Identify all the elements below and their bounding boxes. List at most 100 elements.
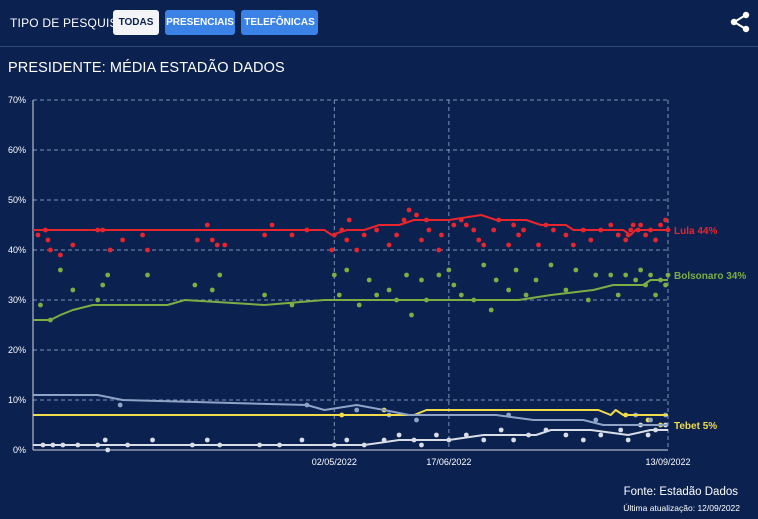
poll-point <box>476 237 482 243</box>
poll-point <box>386 287 392 293</box>
poll-point <box>563 432 569 438</box>
poll-point <box>150 437 155 443</box>
poll-point <box>488 307 494 313</box>
poll-point <box>57 267 63 273</box>
poll-point <box>331 272 337 278</box>
poll-point <box>628 227 634 233</box>
poll-point <box>95 297 101 303</box>
poll-point <box>491 227 497 233</box>
poll-point <box>70 242 76 248</box>
poll-point <box>120 237 126 243</box>
poll-point <box>463 222 469 228</box>
filter-button-presenciais[interactable]: PRESENCIAIS <box>165 10 235 35</box>
poll-point <box>426 227 432 233</box>
poll-point <box>513 267 519 273</box>
share-icon[interactable] <box>728 10 752 34</box>
poll-point <box>585 297 591 303</box>
poll-point <box>336 292 342 298</box>
poll-point <box>638 267 644 273</box>
poll-point <box>289 232 295 238</box>
poll-point <box>262 232 267 238</box>
x-tick-label: 17/06/2022 <box>426 457 471 467</box>
poll-point <box>438 232 444 238</box>
average-line <box>33 409 668 416</box>
poll-point <box>140 232 145 238</box>
poll-point <box>419 277 424 283</box>
poll-point <box>498 427 504 433</box>
average-line <box>33 429 668 446</box>
y-tick-label: 60% <box>8 145 26 155</box>
poll-point <box>458 292 464 298</box>
poll-point <box>618 427 624 433</box>
filter-bar: TIPO DE PESQUISA: TODAS PRESENCIAIS TELE… <box>0 0 758 47</box>
poll-point <box>57 252 63 258</box>
poll-point <box>35 232 41 238</box>
poll-point <box>346 217 352 223</box>
poll-point <box>38 302 43 308</box>
poll-point <box>563 232 569 238</box>
poll-point <box>608 222 614 228</box>
poll-point <box>570 242 576 248</box>
poll-point <box>523 292 529 298</box>
poll-point <box>406 207 412 213</box>
poll-point <box>548 262 554 268</box>
poll-point <box>209 287 215 293</box>
poll-point <box>145 247 150 253</box>
poll-point <box>105 272 111 278</box>
y-tick-label: 70% <box>8 95 26 105</box>
poll-point <box>356 302 362 308</box>
poll-chart: 0% 10% 20% 30% 40% 50% 60% 70% 02/05/2022 17/06/2… <box>8 95 746 467</box>
poll-point <box>192 282 198 288</box>
poll-point <box>386 242 392 248</box>
poll-point <box>419 237 424 243</box>
poll-point <box>401 217 407 223</box>
poll-point <box>588 237 594 243</box>
poll-point <box>625 437 631 443</box>
poll-point <box>204 222 210 228</box>
poll-point <box>580 437 586 443</box>
average-line <box>33 279 668 321</box>
filter-button-todas[interactable]: TODAS <box>113 10 159 35</box>
y-tick-label: 0% <box>13 445 26 455</box>
poll-point <box>45 237 51 243</box>
poll-point <box>598 432 604 438</box>
poll-point <box>481 242 487 248</box>
poll-point <box>658 222 663 228</box>
poll-point <box>354 247 360 253</box>
poll-point <box>102 437 108 443</box>
y-tick-label: 40% <box>8 245 26 255</box>
poll-point <box>269 222 275 228</box>
poll-point <box>374 292 380 298</box>
poll-point <box>593 272 599 278</box>
series-end-label: Tebet 5% <box>674 421 717 432</box>
poll-point <box>436 247 442 253</box>
poll-point <box>404 272 409 278</box>
poll-point <box>434 432 439 438</box>
filter-button-telefonicas[interactable]: TELEFÔNICAS <box>241 10 318 35</box>
poll-point <box>48 247 53 253</box>
poll-point <box>262 292 267 298</box>
poll-point <box>638 222 644 228</box>
poll-point <box>563 287 569 293</box>
y-tick-label: 30% <box>8 295 26 305</box>
poll-point <box>663 217 668 223</box>
poll-point <box>396 432 402 438</box>
poll-point <box>573 267 579 273</box>
poll-point <box>451 222 457 228</box>
poll-point <box>436 272 442 278</box>
poll-point <box>623 237 629 243</box>
y-tick-label: 50% <box>8 195 26 205</box>
poll-point <box>414 417 419 423</box>
poll-point <box>471 227 477 233</box>
poll-point <box>663 282 668 288</box>
poll-point <box>394 232 399 238</box>
chart-title: PRESIDENTE: MÉDIA ESTADÃO DADOS <box>8 60 285 76</box>
poll-point <box>608 272 614 278</box>
poll-point <box>615 232 621 238</box>
poll-point <box>214 242 220 248</box>
poll-point <box>222 242 228 248</box>
poll-point <box>409 312 414 318</box>
poll-point <box>511 222 517 228</box>
poll-point <box>374 227 380 233</box>
poll-point <box>299 437 305 443</box>
